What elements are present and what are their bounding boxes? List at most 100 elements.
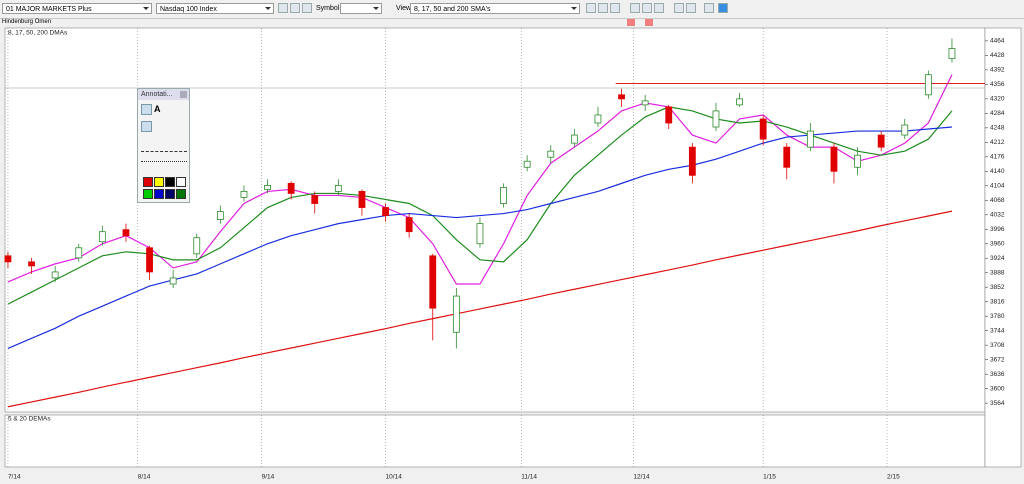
y-tick-label: 4428 <box>990 52 1005 59</box>
candle-body <box>311 195 319 204</box>
zoom-button[interactable] <box>654 3 664 13</box>
lower-panel-title: 5 & 20 DEMAs <box>8 416 51 423</box>
y-tick-label: 3564 <box>990 400 1005 407</box>
y-tick-label: 3744 <box>990 327 1005 334</box>
candle-body <box>193 237 201 255</box>
y-tick-label: 4140 <box>990 168 1005 175</box>
y-tick-label: 3816 <box>990 298 1005 305</box>
x-tick-label: 2/15 <box>887 474 900 481</box>
y-tick-label: 4392 <box>990 67 1005 74</box>
candle-body <box>783 146 791 168</box>
candle-body <box>665 106 673 124</box>
zoom-button[interactable] <box>642 3 652 13</box>
candle-body <box>924 74 932 96</box>
y-tick-label: 3924 <box>990 255 1005 262</box>
y-tick-label: 3780 <box>990 313 1005 320</box>
y-tick-label: 4284 <box>990 110 1005 117</box>
list-dropdown[interactable]: 01 MAJOR MARKETS Plus <box>2 3 152 14</box>
candle-body <box>547 150 555 158</box>
moving-average <box>7 74 953 285</box>
color-swatch[interactable] <box>143 177 153 187</box>
candle-body <box>4 255 12 263</box>
candle-body <box>854 154 861 168</box>
find-button[interactable] <box>302 3 312 13</box>
color-swatch[interactable] <box>165 189 175 199</box>
candle-body <box>500 186 507 204</box>
x-tick-label: 11/14 <box>521 474 537 481</box>
moving-average <box>7 210 953 408</box>
candle-body <box>146 247 153 273</box>
zoom-button[interactable] <box>630 3 640 13</box>
line-tool[interactable] <box>141 121 152 132</box>
candle-body <box>901 124 909 136</box>
y-tick-label: 3672 <box>990 356 1005 363</box>
candle-body <box>830 146 838 172</box>
x-tick-label: 9/14 <box>262 474 275 481</box>
style-row <box>141 151 187 153</box>
y-tick-label: 3636 <box>990 371 1005 378</box>
candle-body <box>334 184 342 192</box>
candle-body <box>476 223 484 245</box>
tool-button[interactable] <box>704 3 714 13</box>
candle-body <box>759 118 767 140</box>
candle-body <box>28 261 35 267</box>
tool-button[interactable] <box>686 3 696 13</box>
color-swatch[interactable] <box>143 189 153 199</box>
next-button[interactable] <box>290 3 300 13</box>
x-tick-label: 7/14 <box>8 474 21 481</box>
y-axis-panel <box>984 27 1022 468</box>
symbol-input[interactable] <box>340 3 382 14</box>
candle-body <box>382 207 389 216</box>
candle-body <box>452 295 460 333</box>
y-tick-label: 4032 <box>990 211 1005 218</box>
y-tick-label: 4068 <box>990 197 1005 204</box>
tool-button[interactable] <box>674 3 684 13</box>
y-tick-label: 3888 <box>990 269 1005 276</box>
color-swatch[interactable] <box>154 177 164 187</box>
y-tick-label: 4248 <box>990 125 1005 132</box>
y-tick-label: 3600 <box>990 385 1005 392</box>
text-tool[interactable]: A <box>154 104 161 114</box>
study-name: Hindenburg Omen <box>2 19 52 25</box>
candle-body <box>523 160 531 168</box>
candle-body <box>712 110 720 128</box>
color-swatch[interactable] <box>176 189 186 199</box>
candle-body <box>877 134 885 148</box>
candle-body <box>358 191 366 208</box>
tool-button[interactable] <box>610 3 620 13</box>
color-swatch[interactable] <box>165 177 175 187</box>
annotation-title: Annotati... <box>138 89 189 100</box>
candle-body <box>75 247 83 259</box>
annotate-button[interactable] <box>718 3 728 13</box>
lower-panel <box>4 414 986 468</box>
y-tick-label: 4212 <box>990 139 1005 146</box>
x-tick-label: 8/14 <box>138 474 151 481</box>
candle-body <box>948 48 956 59</box>
color-swatch[interactable] <box>176 177 186 187</box>
tool-button[interactable] <box>598 3 608 13</box>
close-button[interactable] <box>180 91 187 98</box>
x-tick-label: 12/14 <box>633 474 650 481</box>
symbol-label: Symbol: <box>316 5 342 12</box>
x-tick-label: 10/14 <box>386 474 403 481</box>
x-tick-label: 1/15 <box>763 474 776 481</box>
y-tick-label: 3996 <box>990 226 1005 233</box>
candle-body <box>806 130 814 148</box>
candle-body <box>169 277 177 285</box>
candle-body <box>405 217 413 233</box>
index-dropdown[interactable]: Nasdaq 100 Index <box>156 3 274 14</box>
moving-average <box>7 106 953 305</box>
candle-body <box>688 146 696 176</box>
select-tool[interactable] <box>141 104 152 115</box>
prev-button[interactable] <box>278 3 288 13</box>
candle-body <box>618 94 625 100</box>
view-dropdown[interactable]: 8, 17, 50 and 200 SMA's <box>410 3 580 14</box>
moving-average <box>7 126 953 349</box>
y-tick-label: 3960 <box>990 240 1005 247</box>
tool-button[interactable] <box>586 3 596 13</box>
color-swatch[interactable] <box>154 189 164 199</box>
y-tick-label: 4464 <box>990 38 1005 45</box>
y-tick-label: 4320 <box>990 96 1005 103</box>
candle-body <box>51 271 59 279</box>
